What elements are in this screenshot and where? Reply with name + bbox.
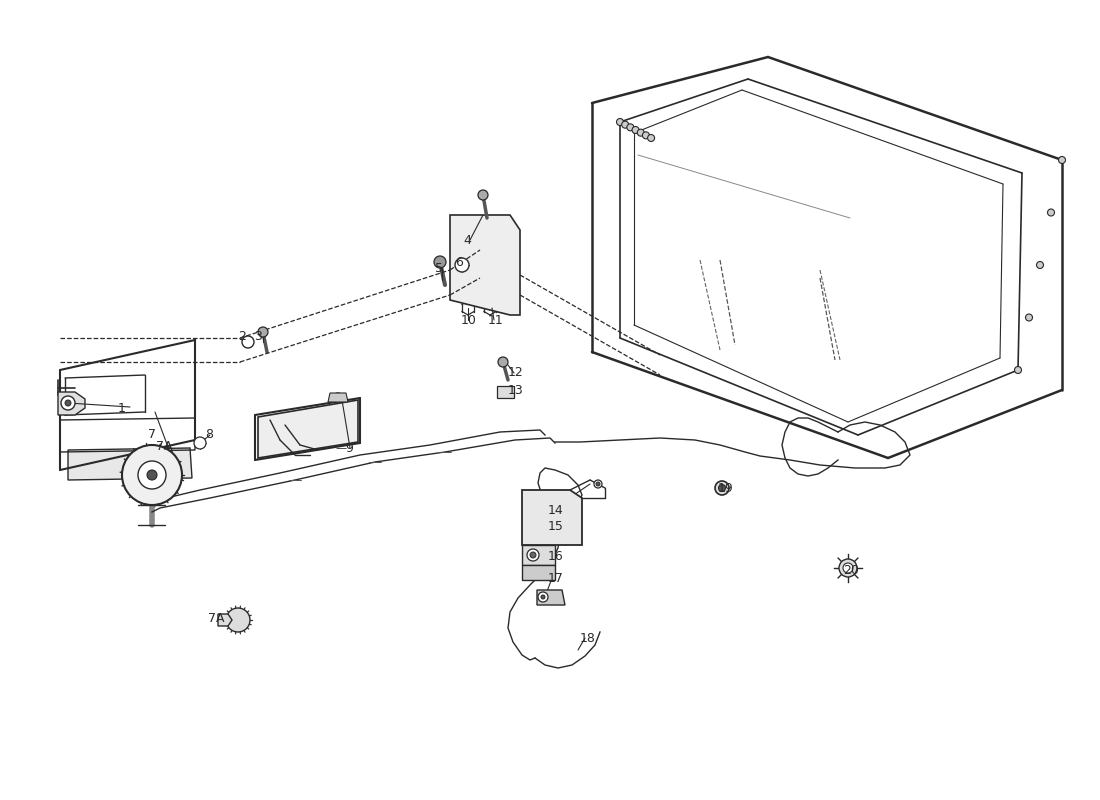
Circle shape xyxy=(538,592,548,602)
Circle shape xyxy=(1025,314,1033,321)
Circle shape xyxy=(642,132,649,139)
Circle shape xyxy=(718,485,726,491)
Circle shape xyxy=(530,552,536,558)
Text: 6: 6 xyxy=(455,255,463,269)
Text: 11: 11 xyxy=(488,314,504,326)
Text: 9: 9 xyxy=(345,442,353,454)
Circle shape xyxy=(632,126,639,134)
Circle shape xyxy=(498,357,508,367)
Circle shape xyxy=(434,256,446,268)
Text: 15: 15 xyxy=(548,521,564,534)
Text: 7: 7 xyxy=(148,429,156,442)
Circle shape xyxy=(616,118,624,126)
Circle shape xyxy=(1036,262,1044,269)
Polygon shape xyxy=(522,565,556,580)
Circle shape xyxy=(194,437,206,449)
Circle shape xyxy=(226,608,250,632)
Circle shape xyxy=(621,121,629,128)
Circle shape xyxy=(122,445,182,505)
Text: 5: 5 xyxy=(434,262,443,274)
Polygon shape xyxy=(58,392,85,415)
Circle shape xyxy=(138,461,166,489)
Polygon shape xyxy=(537,590,565,605)
Text: 12: 12 xyxy=(508,366,524,379)
Text: 16: 16 xyxy=(548,550,563,563)
Polygon shape xyxy=(497,386,514,398)
Polygon shape xyxy=(328,393,348,402)
Circle shape xyxy=(65,400,72,406)
Polygon shape xyxy=(522,545,556,565)
Text: 1: 1 xyxy=(118,402,125,414)
Polygon shape xyxy=(450,215,520,315)
Text: 18: 18 xyxy=(580,631,596,645)
Text: 2: 2 xyxy=(238,330,246,343)
Circle shape xyxy=(147,470,157,480)
Circle shape xyxy=(715,481,729,495)
Circle shape xyxy=(1014,366,1022,374)
Text: 7A: 7A xyxy=(156,441,173,454)
Circle shape xyxy=(843,563,852,573)
Circle shape xyxy=(839,559,857,577)
Text: 10: 10 xyxy=(461,314,477,326)
Text: 4: 4 xyxy=(463,234,471,246)
Polygon shape xyxy=(68,448,192,480)
Circle shape xyxy=(637,129,645,136)
Circle shape xyxy=(1058,157,1066,163)
Polygon shape xyxy=(218,614,232,626)
Circle shape xyxy=(455,258,469,272)
Circle shape xyxy=(527,549,539,561)
Text: 14: 14 xyxy=(548,503,563,517)
Circle shape xyxy=(1047,209,1055,216)
Text: 13: 13 xyxy=(508,383,524,397)
Circle shape xyxy=(627,124,634,131)
Text: 17: 17 xyxy=(548,571,564,585)
Text: 20: 20 xyxy=(843,563,859,577)
Circle shape xyxy=(60,396,75,410)
Text: 8: 8 xyxy=(205,429,213,442)
Text: —: — xyxy=(336,443,346,453)
Polygon shape xyxy=(258,400,358,458)
Circle shape xyxy=(596,482,600,486)
Circle shape xyxy=(333,393,343,403)
Circle shape xyxy=(258,327,268,337)
Circle shape xyxy=(648,134,654,142)
Text: 3: 3 xyxy=(254,330,262,343)
Circle shape xyxy=(594,480,602,488)
Circle shape xyxy=(478,190,488,200)
Polygon shape xyxy=(522,490,582,545)
Circle shape xyxy=(242,336,254,348)
Text: 7A: 7A xyxy=(208,611,224,625)
Circle shape xyxy=(541,595,544,599)
Text: 19: 19 xyxy=(718,482,734,494)
